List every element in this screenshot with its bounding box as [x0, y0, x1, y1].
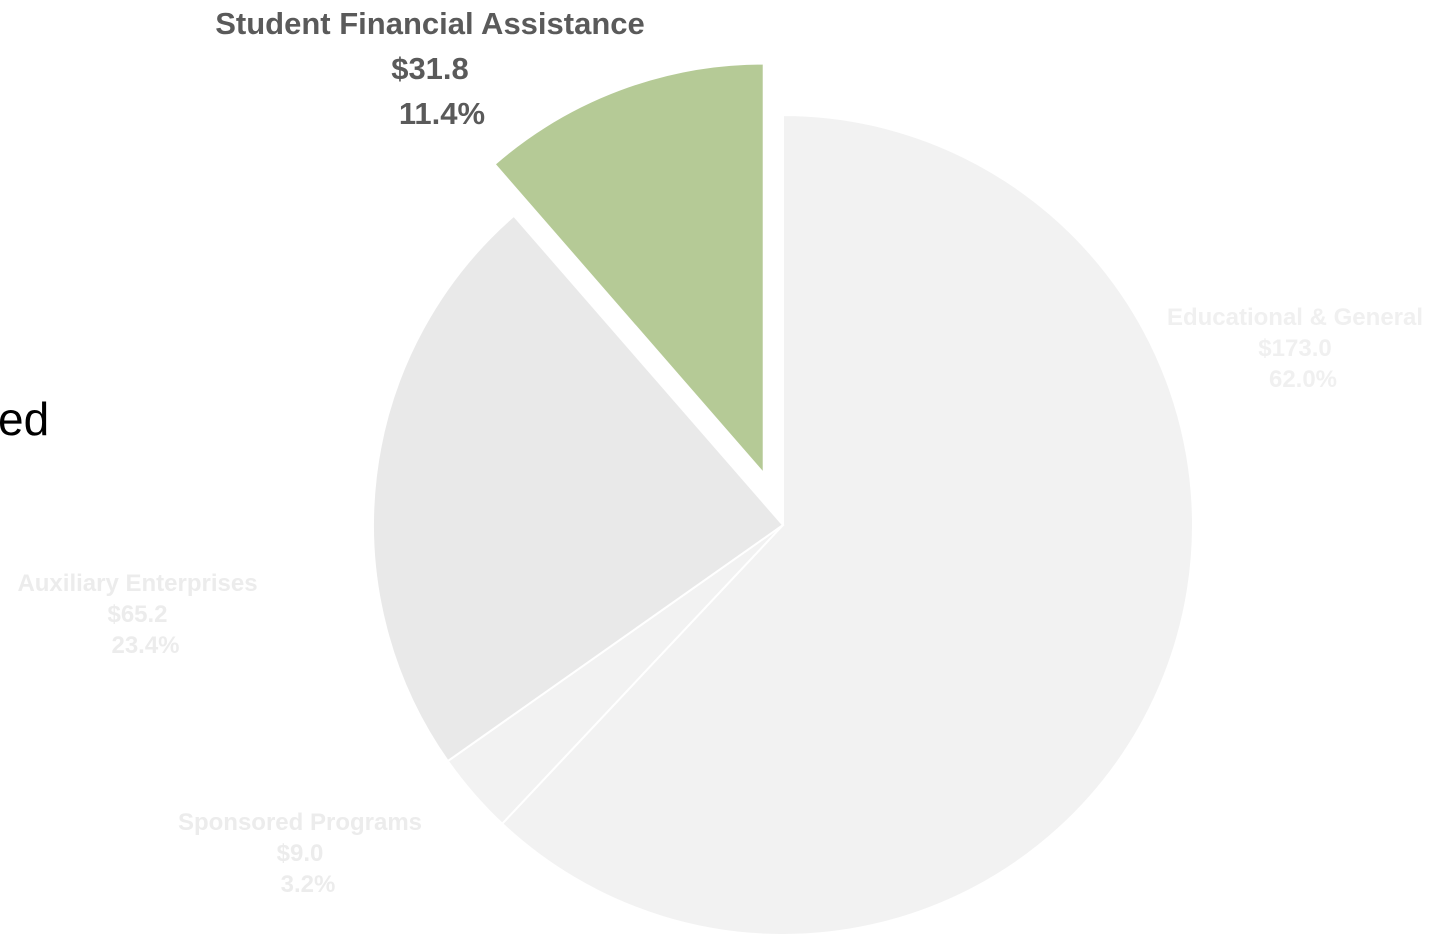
partial-heading-text: ed — [0, 393, 50, 445]
slice-label-name: Auxiliary Enterprises — [17, 570, 258, 597]
slice-label-student-financial-assistance: Student Financial Assistance $31.8 11.4% — [200, 2, 660, 137]
slice-label-value: $173.0 — [1258, 335, 1332, 363]
slice-label-name: Student Financial Assistance — [215, 6, 645, 41]
slice-label-educational-general: Educational & General $173.0 62.0% — [1150, 302, 1440, 396]
slice-label-value: $31.8 — [391, 50, 469, 86]
pie-slice-educational-general — [500, 113, 1194, 936]
slice-label-percent: 62.0% — [1268, 366, 1338, 394]
slice-label-percent: 23.4% — [111, 632, 180, 660]
slice-label-name: Sponsored Programs — [177, 809, 423, 836]
slice-label-name: Educational & General — [1166, 304, 1424, 331]
pie-slice-student-financial-assistance — [493, 62, 765, 477]
pie-slice-auxiliary-enterprises — [372, 214, 785, 763]
slice-label-value: $65.2 — [107, 601, 168, 629]
slice-label-percent: 3.2% — [280, 871, 336, 899]
slice-label-value: $9.0 — [276, 840, 324, 868]
slice-label-auxiliary-enterprises: Auxiliary Enterprises $65.2 23.4% — [0, 568, 275, 662]
slice-label-percent: 11.4% — [398, 95, 486, 131]
slice-label-sponsored-programs: Sponsored Programs $9.0 3.2% — [160, 807, 440, 901]
